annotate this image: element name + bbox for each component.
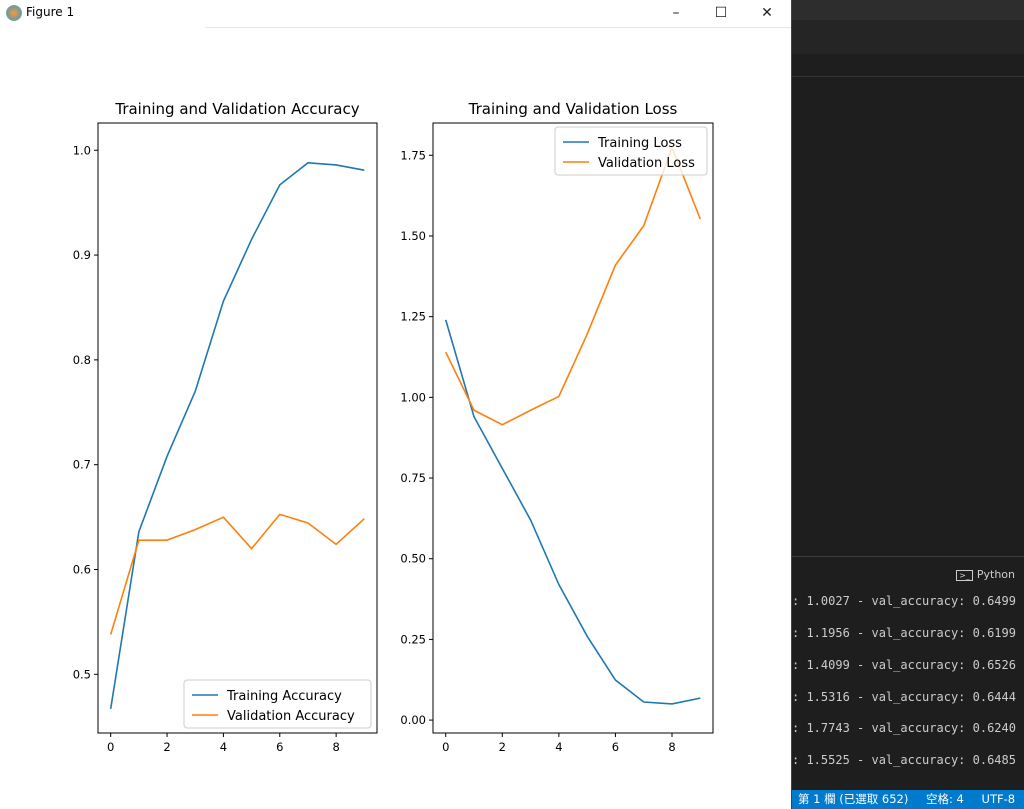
x-tick-label: 4 xyxy=(555,740,562,754)
terminal-line: : 1.0027 - val_accuracy: 0.6499 xyxy=(792,594,1016,608)
legend-label: Validation Accuracy xyxy=(227,709,355,724)
terminal-line: : 1.5525 - val_accuracy: 0.6485 xyxy=(792,753,1016,767)
y-tick-label: 1.0 xyxy=(73,143,91,157)
y-tick-label: 1.25 xyxy=(400,310,426,324)
editor-titlebar xyxy=(792,0,1024,20)
editor-window: >_ Python : 1.0027 - val_accuracy: 0.6499… xyxy=(791,0,1024,809)
y-tick-label: 1.00 xyxy=(400,390,426,404)
minimize-button[interactable]: – xyxy=(672,5,680,21)
legend-label: Training Loss xyxy=(597,136,682,151)
series-line-training-accuracy xyxy=(109,162,365,710)
series-line-training-loss xyxy=(444,319,701,705)
terminal-line: : 1.7743 - val_accuracy: 0.6240 xyxy=(792,721,1016,735)
x-tick-label: 4 xyxy=(220,740,227,754)
legend xyxy=(183,679,372,729)
series-line-validation-accuracy xyxy=(109,513,365,635)
chart-title: Training and Validation Accuracy xyxy=(114,100,359,118)
status-bar: 第 1 欄 (已選取 652) 空格: 4 UTF-8 C xyxy=(792,790,1024,809)
y-tick-label: 0.75 xyxy=(400,471,426,485)
y-tick-label: 0.8 xyxy=(73,353,91,367)
x-tick-label: 8 xyxy=(668,740,675,754)
terminal-panel: >_ Python : 1.0027 - val_accuracy: 0.6499… xyxy=(792,556,1024,791)
terminal-profile[interactable]: >_ Python xyxy=(956,568,1015,581)
y-tick-label: 0.9 xyxy=(73,248,91,262)
terminal-profile-label: Python xyxy=(976,568,1015,581)
close-button[interactable]: ✕ xyxy=(761,5,773,21)
y-tick-label: 1.75 xyxy=(400,148,426,162)
series-line-validation-loss xyxy=(445,145,702,426)
y-tick-label: 0.6 xyxy=(73,562,91,576)
x-tick-label: 8 xyxy=(332,740,339,754)
terminal-line: : 1.4099 - val_accuracy: 0.6526 xyxy=(792,658,1016,672)
x-tick-label: 6 xyxy=(276,740,283,754)
x-tick-label: 0 xyxy=(107,740,114,754)
x-tick-label: 2 xyxy=(499,740,506,754)
legend-label: Training Accuracy xyxy=(226,689,342,704)
matplotlib-logo-icon xyxy=(6,5,22,21)
status-cursor-position[interactable]: 第 1 欄 (已選取 652) xyxy=(798,792,909,806)
y-tick-label: 0.00 xyxy=(400,713,426,727)
terminal-icon: >_ xyxy=(956,570,973,581)
chart-title: Training and Validation Loss xyxy=(468,100,678,118)
plot-frame xyxy=(432,122,714,734)
title-bar: Figure 1 – ☐ ✕ xyxy=(0,0,791,27)
editor-tabs xyxy=(792,20,1024,54)
y-tick-label: 0.25 xyxy=(400,632,426,646)
status-indentation[interactable]: 空格: 4 xyxy=(926,792,964,806)
terminal-line: : 1.1956 - val_accuracy: 0.6199 xyxy=(792,626,1016,640)
window-title: Figure 1 xyxy=(26,5,75,19)
status-encoding[interactable]: UTF-8 xyxy=(981,792,1016,806)
figure-window: Figure 1 – ☐ ✕ Training and Validation A… xyxy=(0,0,791,754)
y-tick-label: 0.5 xyxy=(73,667,91,681)
x-tick-label: 2 xyxy=(163,740,170,754)
terminal-line: : 1.5316 - val_accuracy: 0.6444 xyxy=(792,690,1016,704)
x-tick-label: 6 xyxy=(612,740,619,754)
y-tick-label: 1.50 xyxy=(400,229,426,243)
legend xyxy=(554,126,708,176)
editor-breadcrumb xyxy=(792,54,1024,77)
x-tick-label: 0 xyxy=(442,740,449,754)
legend-label: Validation Loss xyxy=(598,156,695,171)
maximize-button[interactable]: ☐ xyxy=(714,5,728,21)
y-tick-label: 0.7 xyxy=(73,458,91,472)
divider xyxy=(205,27,791,28)
y-tick-label: 0.50 xyxy=(400,552,426,566)
plots-canvas: Training and Validation Accuracy 0 2 4 6 8 0.5… xyxy=(73,100,714,754)
plot-frame xyxy=(97,122,378,734)
